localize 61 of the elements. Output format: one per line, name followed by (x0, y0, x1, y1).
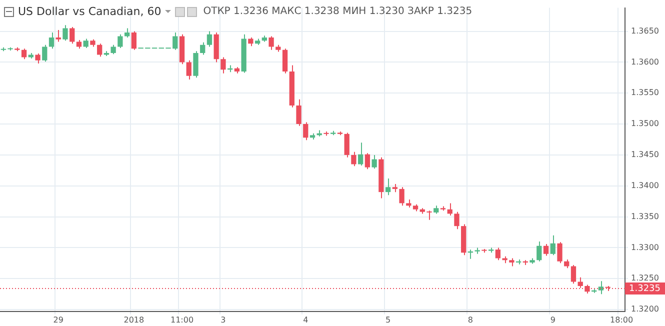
candlestick (97, 43, 102, 58)
y-tick-label: 1.3250 (631, 274, 659, 283)
x-tick-label: 5 (386, 315, 391, 324)
y-tick-label: 1.3500 (631, 119, 659, 128)
x-tick-label: 4 (303, 315, 308, 324)
chart-title: US Dollar vs Canadian, 60 (18, 5, 162, 18)
candlestick (48, 32, 54, 50)
candlestick (351, 151, 356, 167)
candlestick (447, 202, 452, 216)
candlestick (268, 36, 274, 50)
y-tick-label: 1.3200 (631, 304, 659, 314)
candlestick (557, 242, 562, 264)
candlestick (124, 28, 130, 38)
candlestick (358, 142, 364, 166)
x-tick-label: 2018 (124, 315, 144, 324)
candlestick (110, 44, 116, 55)
candlestick (399, 186, 404, 206)
x-tick-label: 18:00 (610, 315, 634, 324)
candlestick (372, 154, 377, 170)
candlestick (200, 42, 206, 56)
candlestick (495, 247, 501, 261)
candlestick (186, 60, 192, 80)
x-tick-label: 29 (53, 315, 64, 324)
candlestick (118, 34, 123, 48)
candlestick (296, 98, 302, 126)
x-tick-label: 11:00 (170, 315, 194, 324)
candlestick (598, 280, 604, 295)
candlestick (570, 264, 576, 284)
ref-line-label: 1.3235 (629, 284, 660, 294)
candlestick (364, 152, 370, 170)
x-tick-label: 8 (468, 315, 474, 324)
y-tick-label: 1.3550 (631, 88, 659, 98)
y-tick-label: 1.3400 (631, 180, 659, 190)
x-tick-label: 3 (220, 315, 226, 324)
candlestick (193, 50, 198, 78)
candlestick (131, 30, 137, 50)
y-tick-label: 1.3350 (631, 212, 659, 221)
candlestick (344, 132, 350, 158)
candlestick (303, 122, 308, 141)
candlestick (578, 276, 583, 288)
candlestick (21, 48, 27, 60)
candlestick (220, 56, 226, 74)
y-tick-label: 1.3450 (631, 150, 659, 160)
candlestick (550, 234, 556, 256)
candlestick (62, 24, 68, 42)
candlestick (282, 48, 288, 74)
candlestick (543, 244, 549, 256)
x-tick-label: 9 (550, 315, 556, 324)
candlestick (385, 178, 391, 196)
candlestick (206, 30, 212, 48)
y-tick-label: 1.3300 (631, 242, 659, 252)
candlestick (70, 26, 75, 44)
candlestick (536, 241, 542, 262)
candlestick (42, 44, 48, 62)
chart-subtitle: ОТКР 1.3236 МАКС 1.3238 МИН 1.3230 ЗАКР 1.3235 (203, 6, 472, 17)
y-tick-label: 1.3600 (631, 57, 659, 66)
candlestick (454, 211, 460, 230)
candlestick (35, 53, 40, 64)
y-tick-label: 1.3650 (631, 26, 659, 36)
candlestick (83, 38, 88, 48)
candlestick (56, 30, 61, 42)
